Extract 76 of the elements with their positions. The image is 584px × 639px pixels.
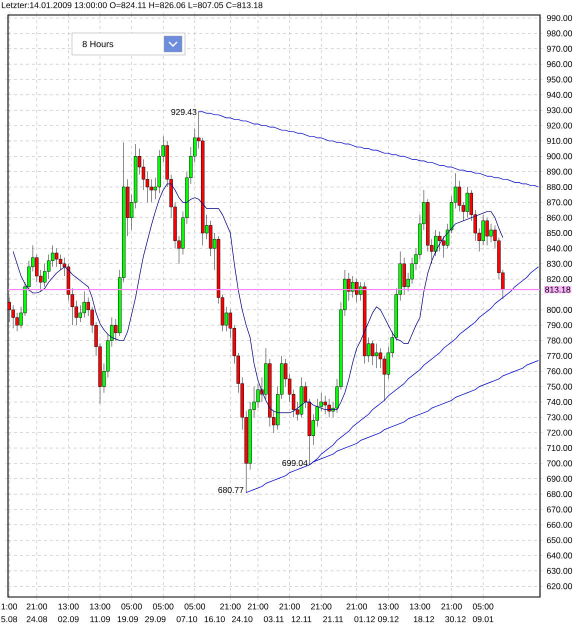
x-tick-label: 13:00: [58, 604, 79, 610]
x-tick-label: 21:00: [279, 604, 300, 610]
text: 30.12: [445, 616, 466, 622]
y-tick-label: 800.00: [546, 306, 572, 313]
text: 02.09: [58, 616, 79, 622]
y-tick-label: 620.00: [546, 583, 572, 590]
text: 16.10: [204, 616, 225, 622]
x-tick-label: 05:00: [121, 604, 142, 610]
ref-line-label: 813.18: [545, 286, 570, 293]
y-tick-label: 790.00: [546, 322, 572, 328]
y-tick-label: 930.00: [546, 107, 572, 114]
y-tick-label: 820.00: [546, 276, 572, 282]
text: 24.08: [26, 616, 48, 622]
y-tick-label: 890.00: [546, 168, 572, 175]
x-tick-label: 13:00: [378, 604, 399, 610]
y-tick-label: 780.00: [546, 338, 572, 344]
x-tick-label: 21:00: [248, 604, 268, 610]
y-tick-label: 750.00: [546, 384, 572, 390]
y-tick-label: 920.00: [546, 122, 572, 129]
y-tick-label: 710.00: [546, 445, 572, 452]
x-tick-label: 05:00: [184, 604, 206, 610]
x-tick-label: 1:00: [2, 604, 18, 610]
y-tick-label: 910.00: [546, 138, 572, 144]
y-tick-label: 720.00: [546, 430, 572, 436]
x-tick-label: 05:00: [152, 604, 174, 610]
text: 03.11: [264, 616, 284, 622]
y-tick-label: 660.00: [546, 522, 572, 528]
text: 09.12: [378, 616, 399, 622]
y-tick-label: 670.00: [546, 506, 572, 512]
y-tick-label: 680.00: [546, 491, 572, 498]
y-tick-label: 870.00: [546, 199, 572, 206]
text: 19.09: [118, 616, 138, 622]
text: 12.11: [292, 616, 312, 622]
y-tick-label: 980.00: [546, 30, 572, 36]
text: 21.11: [323, 616, 343, 622]
y-tick-label: 640.00: [546, 552, 572, 559]
text: 09.01: [472, 616, 494, 622]
y-tick-label: 940.00: [546, 92, 572, 98]
y-tick-label: 840.00: [546, 245, 572, 252]
x-tick-label: 21:00: [26, 604, 48, 610]
x-tick-label: 21:00: [311, 604, 332, 610]
y-tick-label: 960.00: [546, 61, 572, 68]
y-tick-label: 900.00: [546, 153, 572, 160]
x-tick-label: 05:00: [472, 604, 494, 610]
y-tick-label: 770.00: [546, 352, 572, 359]
y-tick-label: 650.00: [546, 537, 572, 544]
chart-title: Letzter:14.01.2009 13:00:00 O=824.11 H=826.06 L=807.05 C=813.18: [2, 2, 262, 8]
text: 29.09: [145, 616, 166, 622]
y-tick-label: 970.00: [546, 46, 572, 52]
text: 5.08: [1, 616, 18, 622]
y-tick-label: 830.00: [546, 260, 572, 267]
y-tick-label: 990.00: [546, 15, 572, 22]
y-tick-label: 860.00: [546, 214, 572, 221]
y-tick-label: 880.00: [546, 184, 572, 190]
y-tick-label: 700.00: [546, 460, 572, 466]
text: 18.12: [414, 616, 434, 622]
text: 07.10: [176, 616, 198, 622]
text: 01.12: [354, 616, 375, 622]
annotation: 8 Hours: [82, 40, 114, 48]
y-tick-label: 950.00: [546, 76, 572, 82]
y-tick-label: 760.00: [546, 368, 572, 374]
x-tick-label: 21:00: [220, 604, 241, 610]
text: 24.10: [232, 616, 252, 622]
y-tick-label: 850.00: [546, 230, 572, 236]
y-tick-label: 690.00: [546, 476, 572, 482]
x-tick-label: 21:00: [441, 604, 462, 610]
y-tick-label: 630.00: [546, 568, 572, 574]
y-tick-label: 730.00: [546, 414, 572, 420]
annotation: 680.77: [218, 487, 244, 493]
x-tick-label: 21:00: [346, 604, 368, 610]
annotation: 699.04: [282, 460, 308, 466]
x-tick-label: 13:00: [90, 604, 110, 610]
text: 11.09: [90, 616, 110, 622]
x-tick-label: 13:00: [410, 604, 430, 610]
y-tick-label: 740.00: [546, 398, 572, 405]
annotation: 929.43: [171, 109, 196, 115]
